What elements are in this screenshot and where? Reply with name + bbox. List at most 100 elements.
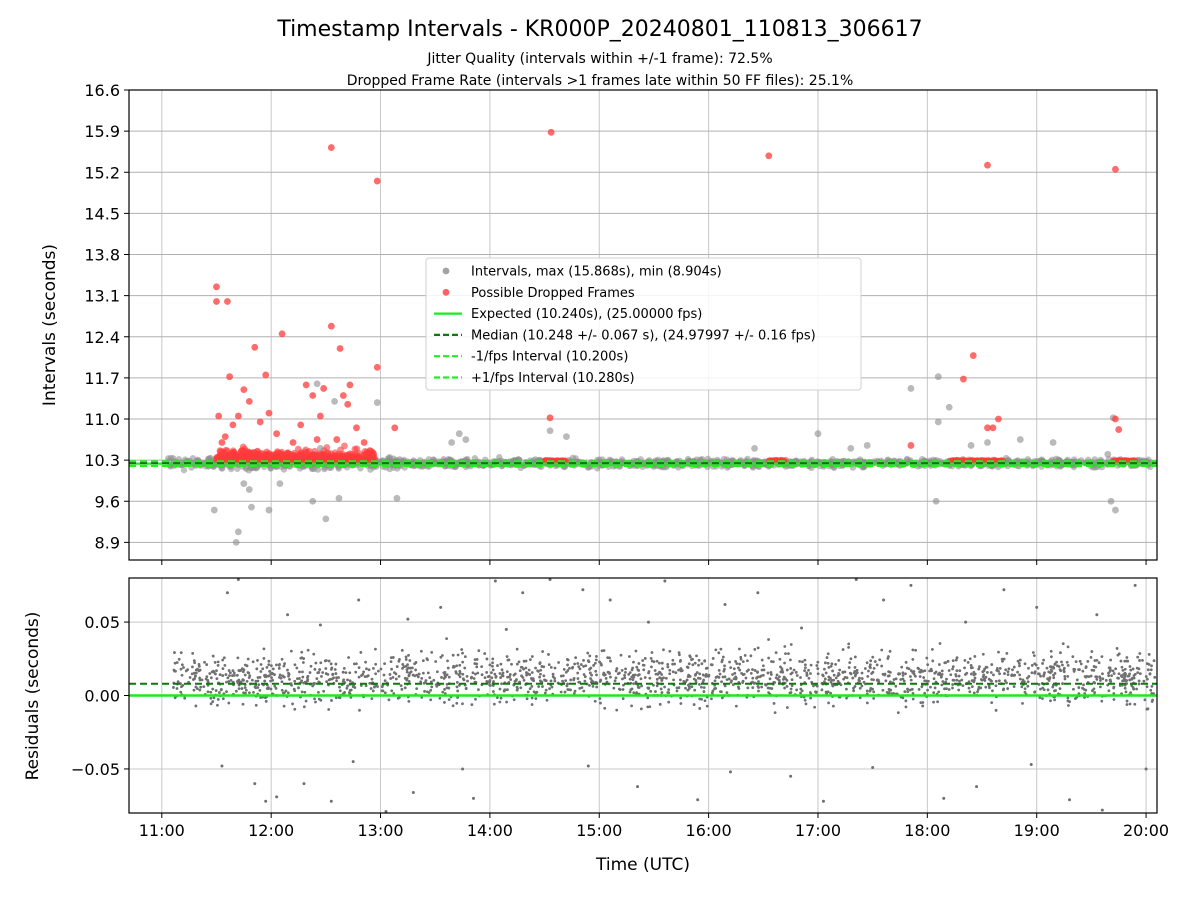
residual-point (443, 688, 446, 691)
residual-point (568, 666, 571, 670)
residual-point (766, 671, 770, 675)
y-tick-label: 15.2 (84, 163, 120, 182)
residual-point (826, 661, 830, 665)
residual-point (505, 700, 509, 704)
residual-point (477, 688, 480, 692)
residual-point (553, 679, 557, 683)
residual-point (417, 672, 421, 676)
residual-point (1107, 689, 1111, 693)
residual-point (429, 698, 433, 702)
dropped-frame-outlier-point (346, 381, 354, 389)
y-tick-label: 10.3 (84, 451, 120, 470)
residual-point (940, 669, 944, 673)
residual-point (983, 679, 987, 682)
residual-point (404, 655, 408, 659)
residual-point (542, 674, 546, 678)
interval-outlier-point (984, 439, 991, 446)
residual-outlier-point (220, 764, 224, 768)
residual-point (909, 678, 913, 682)
residual-point (957, 674, 961, 678)
residual-point (456, 653, 460, 657)
interval-point (180, 466, 188, 474)
residual-point (888, 649, 892, 653)
residual-point (263, 679, 267, 683)
residual-point (316, 671, 320, 675)
residual-point (242, 678, 245, 682)
residual-point (439, 655, 443, 659)
residual-point (955, 656, 959, 660)
residual-point (1093, 659, 1097, 662)
y-tick-label: 0.05 (84, 613, 120, 632)
residual-point (823, 661, 827, 665)
residual-point (834, 663, 837, 666)
residual-point (1066, 664, 1070, 667)
dropped-frame-outlier-point (297, 421, 305, 429)
residual-point (303, 690, 307, 694)
residual-point (967, 686, 971, 690)
residual-point (537, 685, 541, 688)
residual-point (1042, 673, 1046, 677)
residual-point (837, 658, 841, 662)
residual-point (413, 662, 417, 666)
residual-point (507, 658, 511, 662)
residual-point (405, 670, 409, 674)
dropped-frame-outlier-point (245, 397, 253, 405)
interval-outlier-point (248, 503, 255, 511)
residual-point (1115, 647, 1119, 650)
residual-point (423, 689, 426, 693)
dropped-frame-outlier-point (256, 418, 264, 426)
residual-point (1125, 656, 1129, 659)
residual-point (671, 670, 675, 674)
residual-point (383, 691, 387, 695)
residual-outlier-point (253, 782, 257, 786)
interval-outlier-point (934, 418, 942, 426)
residual-point (869, 687, 872, 691)
y-tick-label: 13.1 (84, 287, 120, 306)
residual-outlier-point (286, 613, 290, 617)
residual-point (302, 657, 306, 660)
residual-point (615, 667, 619, 670)
residual-point (865, 661, 869, 665)
residual-point (389, 656, 393, 660)
residual-point (880, 648, 884, 652)
residual-point (960, 678, 964, 682)
residual-point (292, 687, 296, 691)
x-tick-label: 18:00 (904, 821, 950, 840)
residual-point (630, 687, 634, 691)
residual-point (1132, 687, 1136, 691)
residual-point (717, 669, 721, 672)
residual-point (492, 690, 495, 693)
residual-point (688, 686, 691, 690)
residual-point (1011, 668, 1014, 672)
residual-point (1065, 660, 1069, 664)
dropped-frame-outlier-point (320, 385, 328, 392)
dropped-frame-point (265, 450, 273, 457)
residual-point (408, 671, 412, 675)
residual-point (326, 672, 330, 676)
residual-point (538, 675, 541, 679)
residual-point (741, 681, 745, 684)
y-tick-label: 16.6 (84, 81, 120, 100)
residual-point (322, 689, 326, 693)
residual-point (1084, 665, 1088, 669)
residual-point (214, 689, 218, 692)
residual-point (848, 671, 852, 675)
residual-point (480, 673, 484, 677)
residual-point (809, 663, 813, 667)
residual-point (949, 673, 953, 677)
residual-point (419, 680, 423, 684)
residual-point (588, 654, 592, 658)
residual-point (172, 686, 175, 689)
residual-point (313, 681, 316, 685)
residual-point (972, 691, 976, 695)
dropped-frame-outlier-point (327, 322, 335, 330)
residual-point (228, 671, 232, 675)
residual-point (540, 665, 544, 668)
residual-outlier-point (1100, 808, 1104, 812)
residual-point (1072, 669, 1076, 673)
residual-point (852, 671, 856, 675)
residual-point (173, 651, 176, 654)
residual-point (614, 669, 618, 673)
residual-point (572, 678, 576, 682)
residual-point (442, 676, 446, 680)
